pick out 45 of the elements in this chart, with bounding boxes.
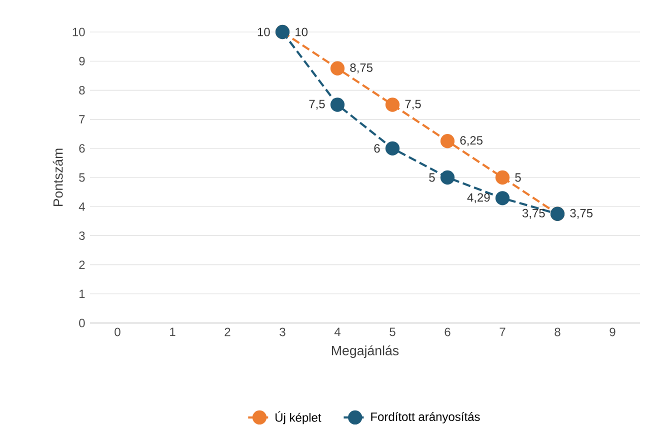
- y-tick-label: 6: [79, 144, 85, 153]
- data-label: 10: [296, 28, 308, 36]
- data-label: 5: [429, 173, 435, 182]
- point: [385, 98, 400, 112]
- y-tick-label: 1: [80, 290, 85, 298]
- x-tick-label: 0: [114, 328, 120, 336]
- point: [330, 98, 345, 112]
- data-label: 3,75: [570, 208, 593, 219]
- data-label: 7,5: [309, 100, 325, 110]
- x-tick-label: 9: [610, 328, 616, 336]
- data-label: 5: [515, 173, 521, 182]
- point: [330, 61, 345, 76]
- y-tick-label: 2: [79, 260, 85, 269]
- x-tick-label: 4: [334, 328, 340, 336]
- point: [495, 170, 510, 185]
- x-tick-label: 8: [554, 328, 560, 336]
- y-axis-title: Pontszám: [52, 148, 63, 206]
- data-label: 6,25: [460, 136, 483, 146]
- y-tick-label: 3: [79, 231, 85, 240]
- data-label: 3,75: [522, 208, 545, 219]
- point: [440, 170, 455, 185]
- y-tick-label: 0: [79, 318, 85, 328]
- legend-label: Fordított arányosítás: [371, 412, 480, 424]
- y-tick-label: 7: [79, 115, 85, 124]
- data-label: 6: [374, 144, 380, 153]
- y-tick-label: 8: [79, 86, 85, 94]
- x-tick-label: 6: [444, 328, 450, 336]
- x-tick-label: 1: [170, 328, 176, 336]
- y-tick-label: 5: [79, 173, 85, 182]
- x-tick-label: 2: [224, 328, 230, 336]
- point: [495, 191, 510, 206]
- x-tick-label: 5: [390, 328, 396, 336]
- data-label: 7,5: [405, 100, 421, 110]
- point: [440, 134, 455, 148]
- data-label: 8,75: [350, 63, 373, 74]
- point: [385, 141, 400, 156]
- legend-label: Új képlet: [276, 411, 322, 424]
- y-tick-label: 10: [72, 28, 85, 36]
- x-tick-label: 7: [500, 328, 506, 336]
- x-tick-label: 3: [280, 328, 286, 336]
- data-label: 10: [258, 28, 270, 36]
- data-label: 4,29: [467, 193, 490, 204]
- y-tick-label: 9: [79, 56, 85, 66]
- y-tick-label: 4: [78, 202, 85, 211]
- x-axis-title: Megajánlás: [332, 345, 399, 358]
